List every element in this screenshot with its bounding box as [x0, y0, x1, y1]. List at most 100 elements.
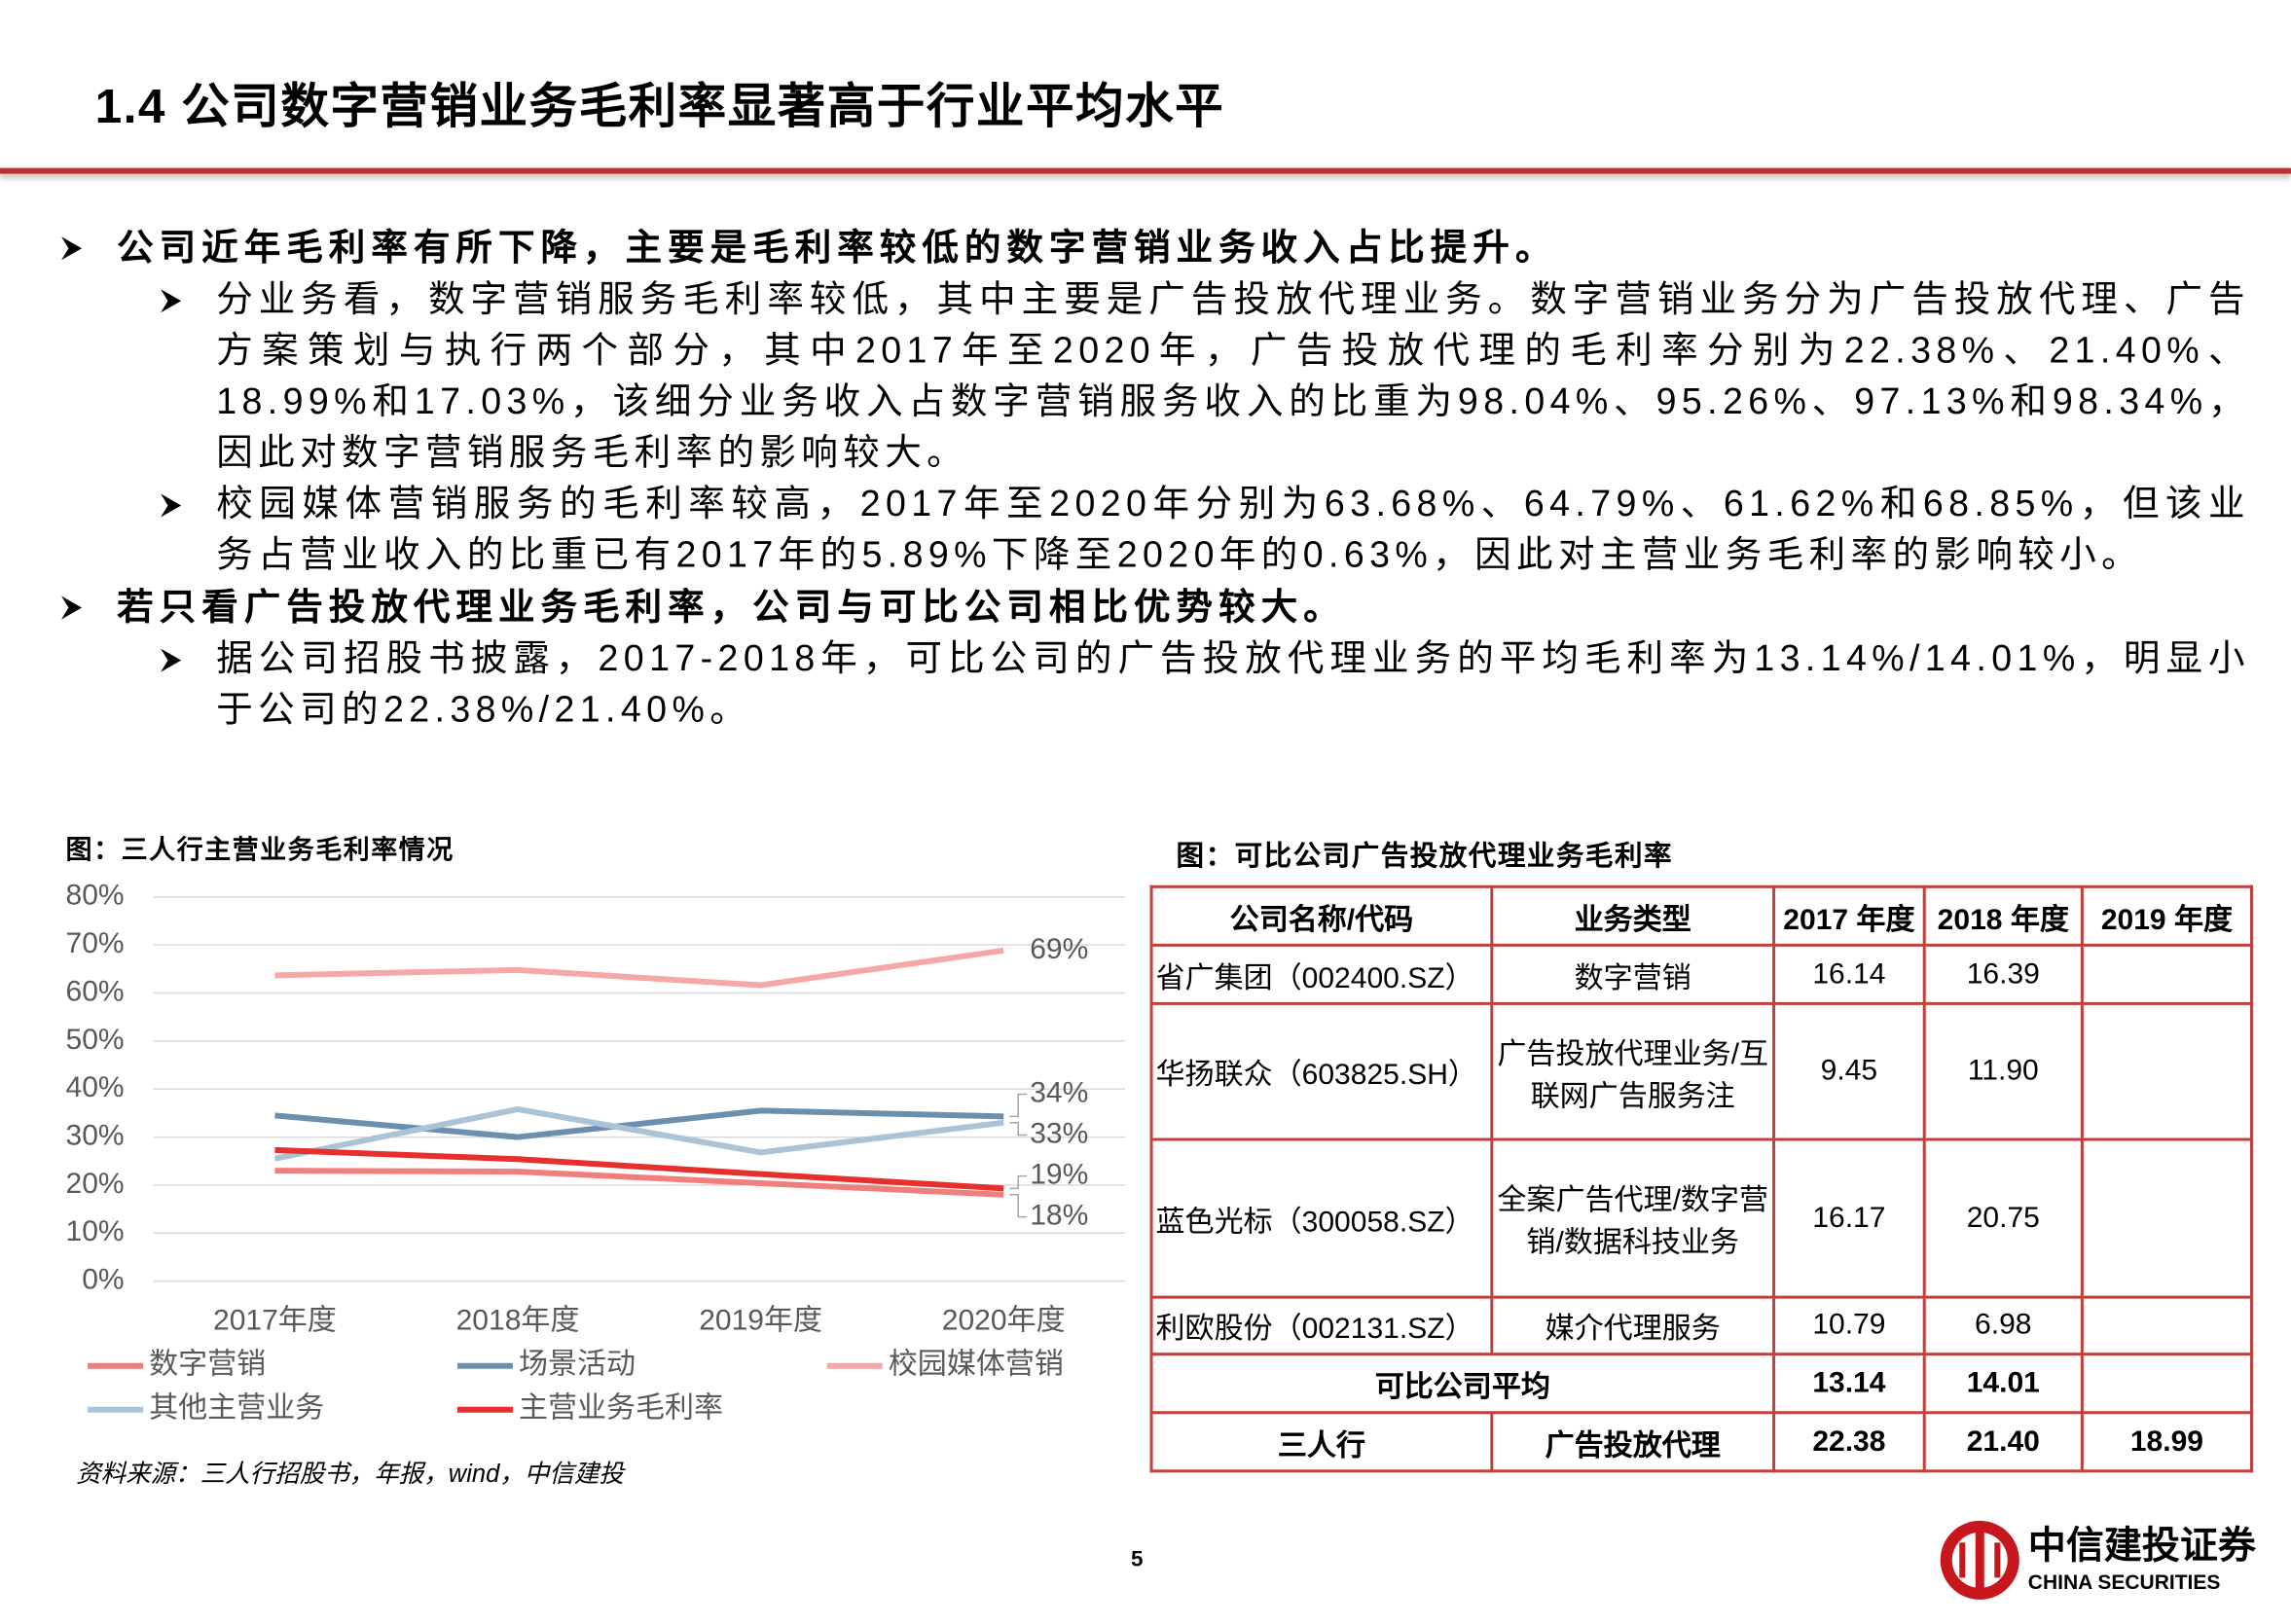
data-label: 19%: [1030, 1159, 1088, 1191]
bullet-list: 公司近年毛利率有所下降，主要是毛利率较低的数字营销业务收入占比提升。分业务看，数…: [58, 222, 2250, 736]
table-cell-empty: [2080, 943, 2254, 1005]
table-cell: 广告投放代理: [1490, 1411, 1776, 1473]
series-line: [274, 1107, 1004, 1140]
sub-bullet-text: 分业务看，数字营销服务毛利率较低，其中主要是广告投放代理业务。数字营销业务分为广…: [216, 278, 2251, 474]
y-tick-label: 10%: [66, 1215, 125, 1247]
table-row: 利欧股份（002131.SZ） 媒介代理服务 10.79 6.98: [1149, 1295, 2254, 1356]
table-cell: 20.75: [1922, 1137, 2084, 1299]
table-header-cell: 2017 年度: [1772, 884, 1926, 947]
table-row: 三人行 广告投放代理 22.38 21.40 18.99: [1149, 1411, 2254, 1473]
table-cell: 全案广告代理/数字营销/数据科技业务: [1490, 1137, 1776, 1299]
table-title: 图：可比公司广告投放代理业务毛利率: [1176, 841, 1674, 873]
table-cell: 13.14: [1772, 1353, 1926, 1415]
table-cell: 16.14: [1772, 943, 1926, 1005]
bullet-arrow: [161, 289, 182, 313]
y-tick-label: 0%: [82, 1264, 124, 1296]
table-cell: 21.40: [1922, 1411, 2084, 1473]
label-leader: [1009, 1093, 1028, 1118]
legend-label: 其他主营业务: [149, 1392, 324, 1425]
table-header-cell: 公司名称/代码: [1149, 884, 1494, 947]
label-leader: [1009, 1194, 1028, 1218]
y-tick-label: 30%: [66, 1120, 125, 1152]
table-cell: 6.98: [1922, 1295, 2084, 1356]
table-header-row: 公司名称/代码 业务类型 2017 年度 2018 年度 2019 年度: [1149, 884, 2254, 947]
table-row: 可比公司平均 13.14 14.01: [1149, 1353, 2254, 1415]
bullet-text: 若只看广告投放代理业务毛利率，公司与可比公司相比优势较大。: [117, 587, 1346, 629]
table-cell: 22.38: [1772, 1411, 1926, 1473]
table-cell: 14.01: [1922, 1353, 2084, 1415]
y-tick-label: 50%: [66, 1024, 125, 1056]
slide-title: 1.4 公司数字营销业务毛利率显著高于行业平均水平: [94, 79, 1225, 133]
table-cell: 蓝色光标（300058.SZ）: [1149, 1137, 1494, 1299]
y-tick-label: 60%: [66, 975, 125, 1007]
table-cell: 16.39: [1922, 943, 2084, 1005]
table-cell: 11.90: [1922, 1001, 2084, 1141]
table-cell: 18.99: [2080, 1411, 2254, 1473]
table-cell: 可比公司平均: [1149, 1353, 1776, 1415]
bullet-text: 公司近年毛利率有所下降，主要是毛利率较低的数字营销业务收入占比提升。: [117, 228, 1558, 270]
page-number: 5: [1131, 1546, 1144, 1572]
logo-mark-bar: [1959, 1542, 1966, 1578]
data-label: 18%: [1030, 1200, 1088, 1232]
bullet-arrow: [61, 236, 83, 261]
table-cell-empty: [2080, 1137, 2254, 1299]
table-row: 蓝色光标（300058.SZ） 全案广告代理/数字营销/数据科技业务 16.17 20…: [1149, 1137, 2254, 1299]
chart-source: 资料来源：三人行招股书，年报，wind，中信建投: [76, 1461, 626, 1488]
series-line: [273, 1105, 1004, 1162]
title-rule: [0, 167, 2291, 174]
bullet: 若只看广告投放代理业务毛利率，公司与可比公司相比优势较大。: [58, 582, 2250, 634]
table-body: 省广集团（002400.SZ） 数字营销 16.14 16.39 华扬联众（603825…: [1149, 943, 2254, 1473]
logo-mark-bar: [1994, 1542, 2001, 1578]
x-tick-label: 2019年度: [699, 1305, 822, 1337]
series-line: [274, 1168, 1004, 1198]
sub-bullet: 据公司招股书披露，2017-2018年，可比公司的广告投放代理业务的平均毛利率为…: [58, 634, 2250, 737]
table-cell: 9.45: [1772, 1001, 1926, 1141]
table-row: 省广集团（002400.SZ） 数字营销 16.14 16.39: [1149, 943, 2254, 1005]
bullet-arrow: [61, 595, 83, 620]
legend-label: 校园媒体营销: [889, 1349, 1064, 1381]
legend-label: 场景活动: [519, 1349, 636, 1381]
label-leader: [1009, 1122, 1028, 1137]
series-line: [274, 947, 1004, 989]
logo-text-en: CHINA SECURITIES: [2028, 1571, 2221, 1594]
label-leader: [1009, 1174, 1028, 1190]
data-label: 34%: [1030, 1076, 1088, 1108]
x-tick-label: 2018年度: [456, 1305, 580, 1337]
y-tick-label: 40%: [66, 1071, 125, 1103]
company-logo: 中信建投证券 CHINA SECURITIES: [1940, 1520, 2257, 1600]
table-cell: 媒介代理服务: [1490, 1295, 1776, 1356]
table-cell-empty: [2080, 1353, 2254, 1415]
series-line: [274, 1146, 1004, 1192]
table-cell: 省广集团（002400.SZ）: [1149, 943, 1494, 1005]
table-header-cell: 业务类型: [1490, 884, 1776, 947]
y-tick-label: 70%: [66, 927, 125, 959]
chart-title: 图：三人行主营业务毛利率情况: [66, 834, 455, 864]
logo-mark-bar: [1975, 1525, 1984, 1596]
table-cell: 华扬联众（603825.SH）: [1149, 1001, 1494, 1141]
table-header-cell: 2019 年度: [2080, 884, 2254, 947]
table-cell: 利欧股份（002131.SZ）: [1149, 1295, 1494, 1356]
legend-label: 主营业务毛利率: [519, 1392, 723, 1425]
comparison-table: 公司名称/代码 业务类型 2017 年度 2018 年度 2019 年度 省广集团（00…: [1149, 884, 2254, 1473]
table-row: 华扬联众（603825.SH） 广告投放代理业务/互联网广告服务注 9.45 11.9…: [1149, 1001, 2254, 1141]
x-tick-label: 2017年度: [213, 1305, 337, 1337]
table-header-cell: 2018 年度: [1922, 884, 2084, 947]
data-label: 33%: [1030, 1117, 1088, 1149]
legend-label: 数字营销: [149, 1349, 266, 1381]
y-tick-label: 20%: [66, 1168, 125, 1200]
y-tick-label: 80%: [66, 880, 125, 912]
sub-bullet-text: 校园媒体营销服务的毛利率较高，2017年至2020年分别为63.68%、64.7…: [216, 483, 2251, 576]
bullet: 公司近年毛利率有所下降，主要是毛利率较低的数字营销业务收入占比提升。: [58, 222, 2250, 274]
logo-text-cn: 中信建投证券: [2028, 1526, 2257, 1568]
table-cell: 数字营销: [1490, 943, 1776, 1005]
data-label: 69%: [1030, 933, 1088, 965]
table-cell: 广告投放代理业务/互联网广告服务注: [1490, 1001, 1776, 1141]
table-cell-empty: [2080, 1001, 2254, 1141]
table-cell-empty: [2080, 1295, 2254, 1356]
sub-bullet: 分业务看，数字营销服务毛利率较低，其中主要是广告投放代理业务。数字营销业务分为广…: [58, 274, 2250, 479]
x-tick-label: 2020年度: [942, 1305, 1066, 1337]
table-cell: 三人行: [1149, 1411, 1494, 1473]
line-chart: 图：三人行主营业务毛利率情况 资料来源：三人行招股书，年报，wind，中信建投 …: [66, 834, 1126, 1488]
